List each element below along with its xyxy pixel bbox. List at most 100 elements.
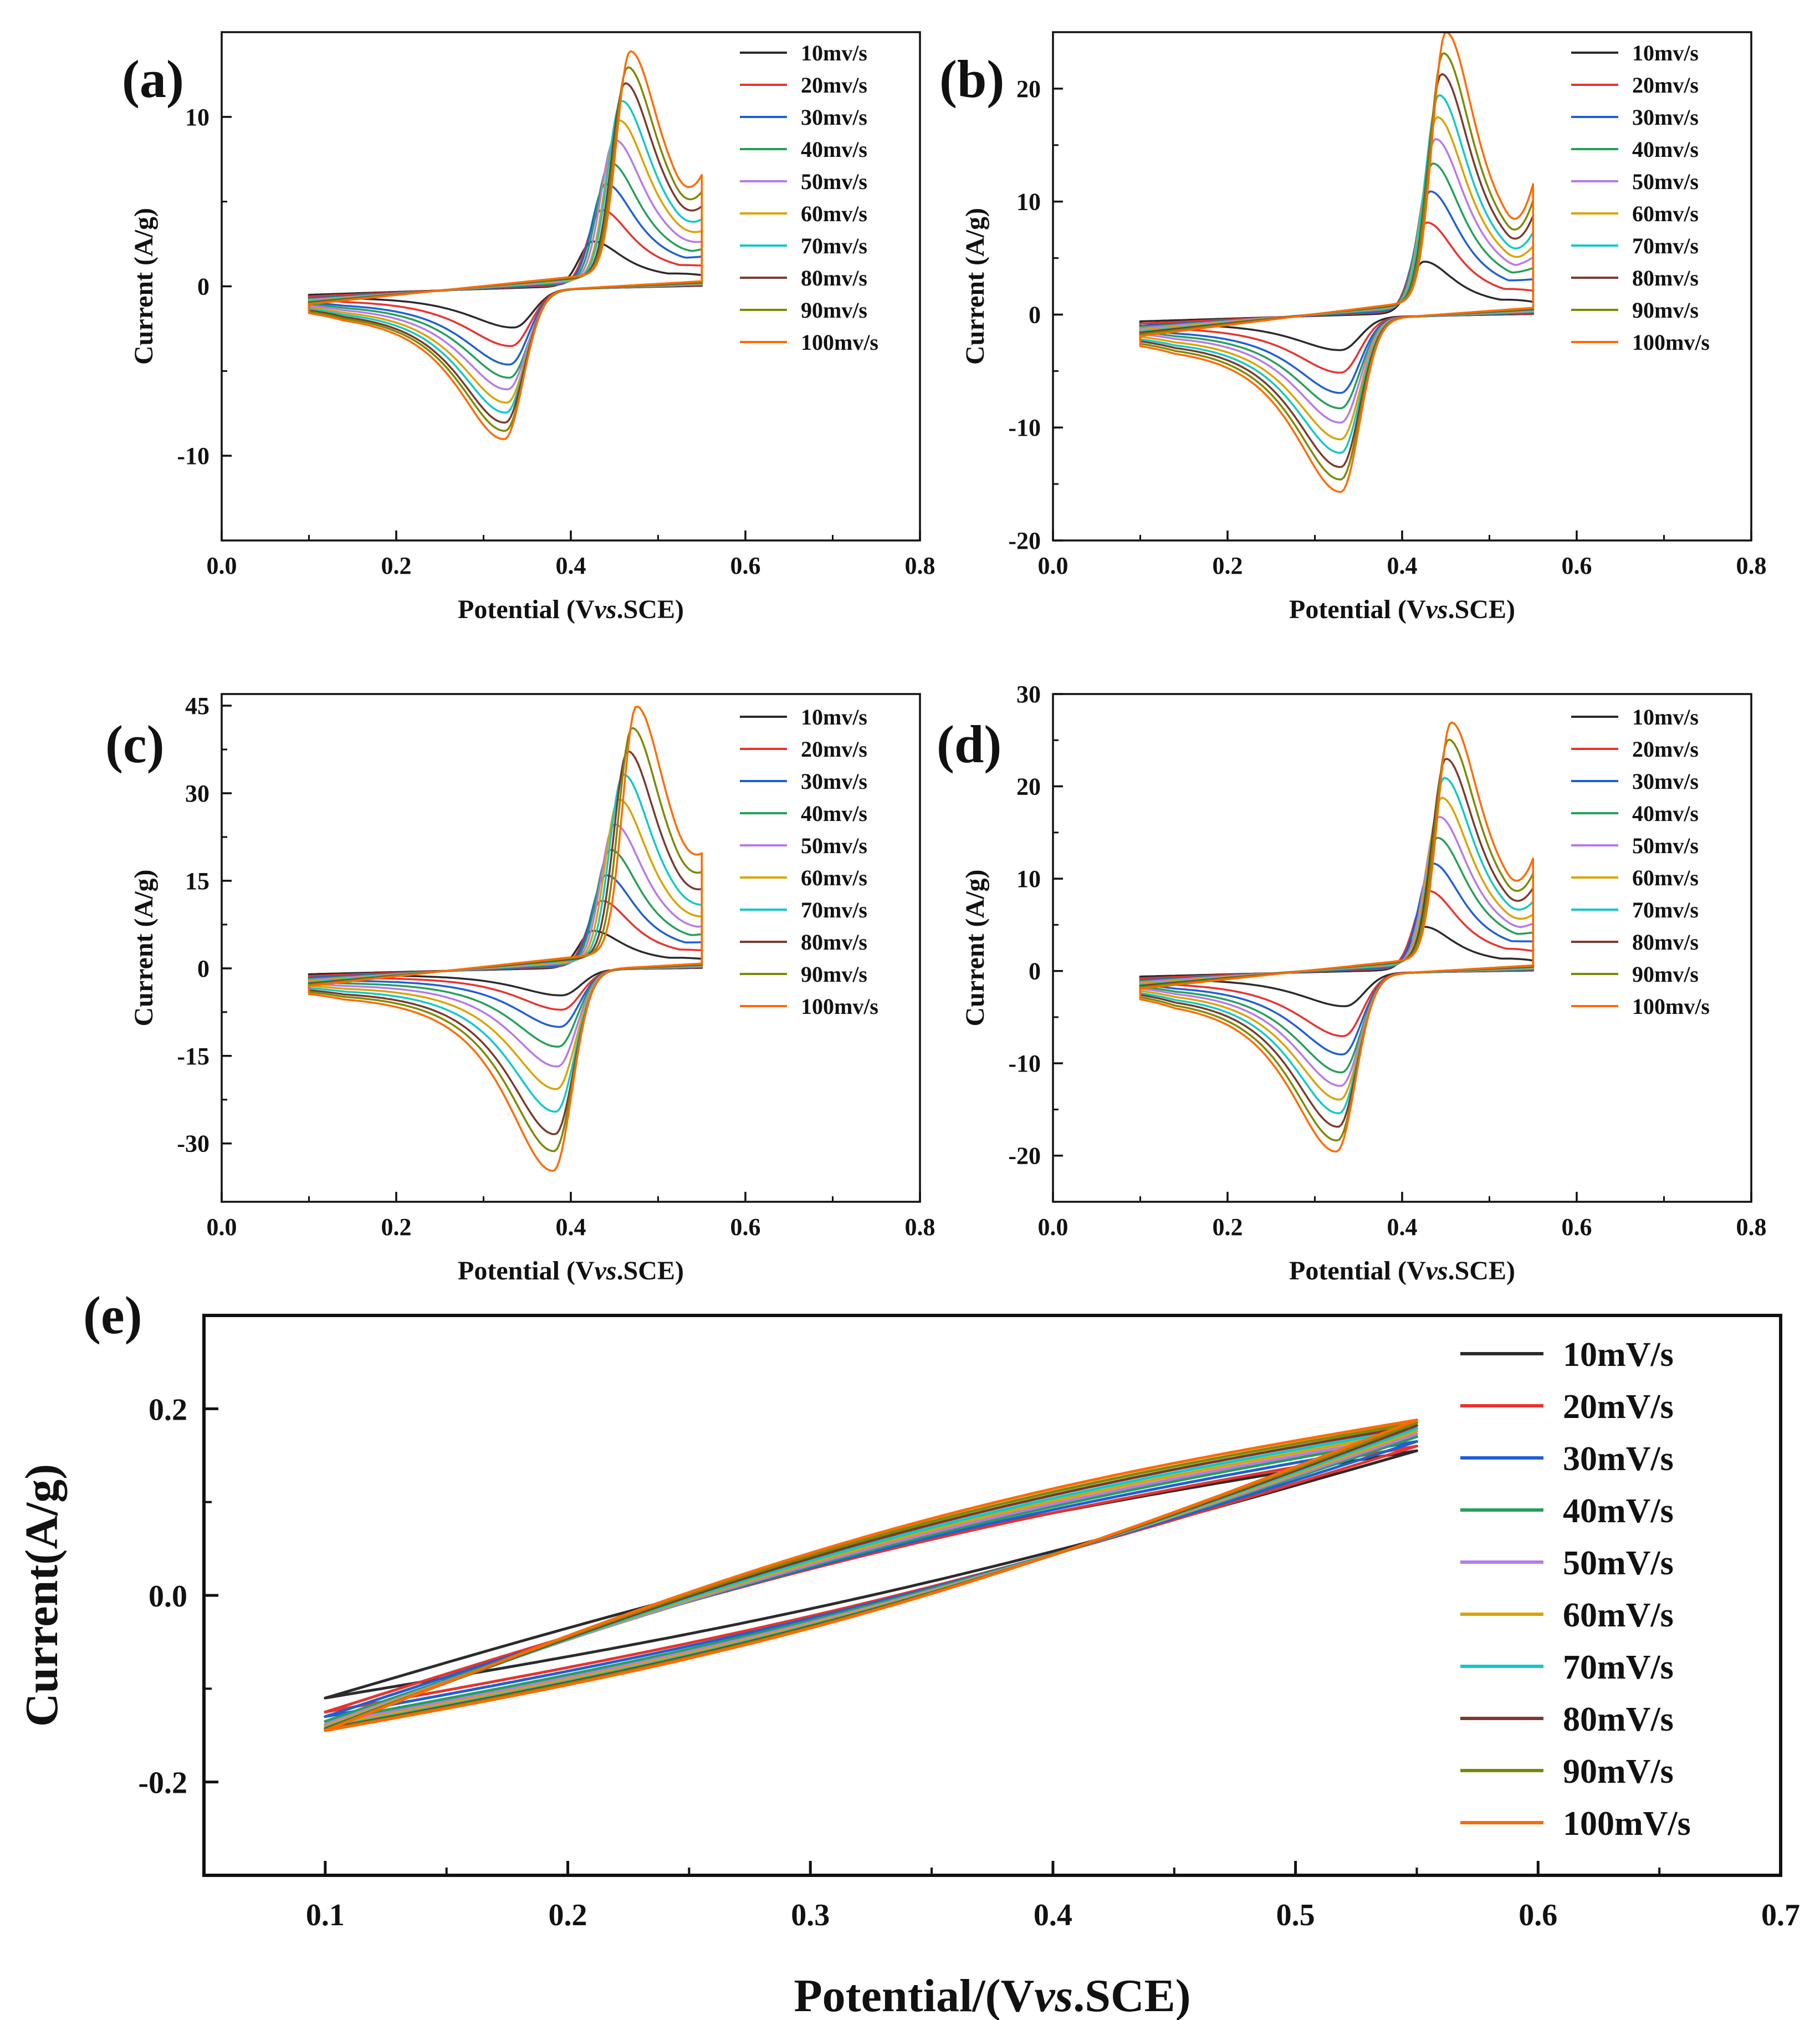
legend-label-c-3: 30mv/s (801, 769, 867, 794)
x-tick-label-e-6: 0.7 (1761, 1898, 1800, 1932)
legend-label-d-6: 60mv/s (1632, 865, 1699, 890)
y-tick-label-c-1: -15 (177, 1043, 209, 1070)
legend-label-d-2: 20mv/s (1632, 737, 1699, 762)
series-line-c-9 (308, 727, 703, 1152)
y-axis-title-a: Current (A/g) (129, 208, 159, 365)
x-tick-label-e-4: 0.5 (1276, 1898, 1315, 1932)
y-tick-label-b-1: -10 (1008, 414, 1041, 441)
y-tick-label-d-3: 10 (1016, 865, 1041, 892)
x-tick-label-e-2: 0.3 (791, 1898, 830, 1932)
series-line-a-9 (308, 66, 703, 432)
x-axis-title-c: Potential (Vvs.SCE) (458, 1256, 684, 1286)
legend-e: 10mV/s 20mV/s 30mV/s 40mV/s 50mV/s 60mV/s 70mV… (1460, 1336, 1691, 1843)
legend-label-e-7: 70mV/s (1563, 1649, 1674, 1686)
legend-label-a-10: 100mv/s (801, 330, 878, 355)
x-tick-label-e-1: 0.2 (549, 1898, 587, 1932)
legend-label-e-8: 80mV/s (1563, 1701, 1674, 1738)
y-tick-label-c-3: 15 (185, 868, 209, 895)
series-group-a (308, 50, 703, 440)
legend-label-a-8: 80mv/s (801, 266, 867, 290)
series-line-e-10 (324, 1419, 1418, 1732)
y-axis-title-b: Current (A/g) (960, 208, 990, 365)
x-tick-label-d-1: 0.2 (1213, 1213, 1243, 1241)
legend-label-a-1: 10mv/s (801, 40, 867, 65)
legend-label-b-8: 80mv/s (1632, 266, 1699, 290)
x-axis-title-d: Potential (Vvs.SCE) (1289, 1256, 1515, 1286)
legend-c: 10mv/s 20mv/s 30mv/s 40mv/s 50mv/s 60mv/s 70mv… (740, 705, 878, 1019)
legend-label-b-2: 20mv/s (1632, 73, 1699, 98)
legend-label-c-8: 80mv/s (801, 930, 867, 955)
legend-label-e-4: 40mV/s (1563, 1492, 1674, 1530)
x-tick-label-a-1: 0.2 (381, 552, 412, 579)
x-axis-title-b: Potential (Vvs.SCE) (1289, 595, 1515, 624)
panel-label-d: (d) (937, 715, 1001, 774)
legend-label-e-2: 20mV/s (1563, 1388, 1674, 1426)
series-line-e-4 (324, 1435, 1418, 1723)
y-tick-label-d-0: -20 (1008, 1142, 1041, 1170)
y-tick-label-b-0: -20 (1008, 527, 1041, 554)
y-tick-label-e-1: 0.0 (149, 1579, 187, 1614)
series-line-d-3 (1139, 863, 1535, 1055)
x-tick-label-b-3: 0.6 (1562, 552, 1592, 579)
x-tick-label-e-5: 0.6 (1519, 1898, 1557, 1932)
legend-label-d-9: 90mv/s (1632, 962, 1699, 987)
x-tick-label-a-4: 0.8 (905, 552, 935, 579)
legend-label-d-5: 50mv/s (1632, 833, 1699, 858)
series-group-e (324, 1419, 1418, 1732)
series-line-c-3 (308, 874, 703, 1028)
y-tick-label-c-5: 45 (185, 692, 209, 720)
legend-label-c-4: 40mv/s (801, 801, 867, 826)
x-tick-label-a-0: 0.0 (207, 552, 237, 579)
series-line-a-6 (308, 119, 703, 404)
series-line-a-8 (308, 82, 703, 424)
series-line-b-10 (1139, 32, 1535, 493)
y-tick-label-e-0: -0.2 (138, 1766, 187, 1800)
legend-label-c-9: 90mv/s (801, 962, 867, 987)
x-tick-label-b-0: 0.0 (1038, 552, 1069, 579)
legend-label-b-6: 60mv/s (1632, 201, 1699, 226)
legend-label-c-5: 50mv/s (801, 833, 867, 858)
legend-label-e-5: 50mV/s (1563, 1544, 1674, 1582)
legend-label-a-6: 60mv/s (801, 201, 867, 226)
legend-label-e-1: 10mV/s (1563, 1336, 1674, 1374)
legend-label-c-7: 70mv/s (801, 897, 867, 922)
chart-panel-d: 0.0 0.2 0.4 0.6 0.8 -20 -10 0 10 20 30 (d) Potential… (937, 681, 1767, 1286)
y-tick-label-b-4: 20 (1016, 75, 1041, 103)
x-tick-label-d-4: 0.8 (1736, 1213, 1767, 1241)
legend-label-d-7: 70mv/s (1632, 897, 1699, 922)
series-line-d-10 (1139, 721, 1535, 1153)
chart-panel-e: 0.1 0.2 0.3 0.4 0.5 0.6 0.7 -0.2 0.0 0.2 (e) Potent… (16, 1286, 1800, 2020)
y-tick-label-c-0: -30 (177, 1130, 209, 1157)
x-tick-label-d-0: 0.0 (1038, 1213, 1069, 1241)
x-tick-label-c-1: 0.2 (381, 1213, 412, 1241)
series-line-c-1 (308, 930, 703, 997)
x-tick-label-e-3: 0.4 (1034, 1898, 1072, 1932)
series-line-a-7 (308, 100, 703, 414)
legend-label-c-10: 100mv/s (801, 994, 878, 1019)
legend-b: 10mv/s 20mv/s 30mv/s 40mv/s 50mv/s 60mv/s 70mv… (1571, 40, 1710, 355)
legend-label-e-9: 90mV/s (1563, 1753, 1674, 1791)
legend-label-d-1: 10mv/s (1632, 705, 1699, 730)
legend-label-e-3: 30mV/s (1563, 1440, 1674, 1478)
legend-d: 10mv/s 20mv/s 30mv/s 40mv/s 50mv/s 60mv/s 70mv… (1571, 705, 1710, 1019)
series-line-a-10 (308, 50, 703, 440)
series-line-b-7 (1139, 94, 1535, 454)
x-tick-label-c-2: 0.4 (556, 1213, 586, 1241)
legend-label-a-4: 40mv/s (801, 137, 867, 162)
series-group-c (308, 705, 703, 1172)
series-line-c-10 (308, 705, 703, 1172)
legend-label-c-6: 60mv/s (801, 865, 867, 890)
y-tick-label-b-2: 0 (1029, 301, 1041, 328)
y-tick-label-b-3: 10 (1016, 188, 1041, 216)
series-line-c-7 (308, 773, 703, 1113)
panel-label-a: (a) (122, 49, 184, 109)
y-tick-label-c-2: 0 (197, 955, 209, 982)
y-tick-label-a-1: 0 (197, 273, 209, 300)
x-tick-label-a-2: 0.4 (556, 552, 586, 579)
series-line-b-1 (1139, 261, 1535, 351)
y-tick-label-c-4: 30 (185, 780, 209, 807)
legend-label-e-6: 60mV/s (1563, 1596, 1674, 1634)
legend-label-a-7: 70mv/s (801, 233, 867, 258)
legend-label-d-3: 30mv/s (1632, 769, 1699, 794)
